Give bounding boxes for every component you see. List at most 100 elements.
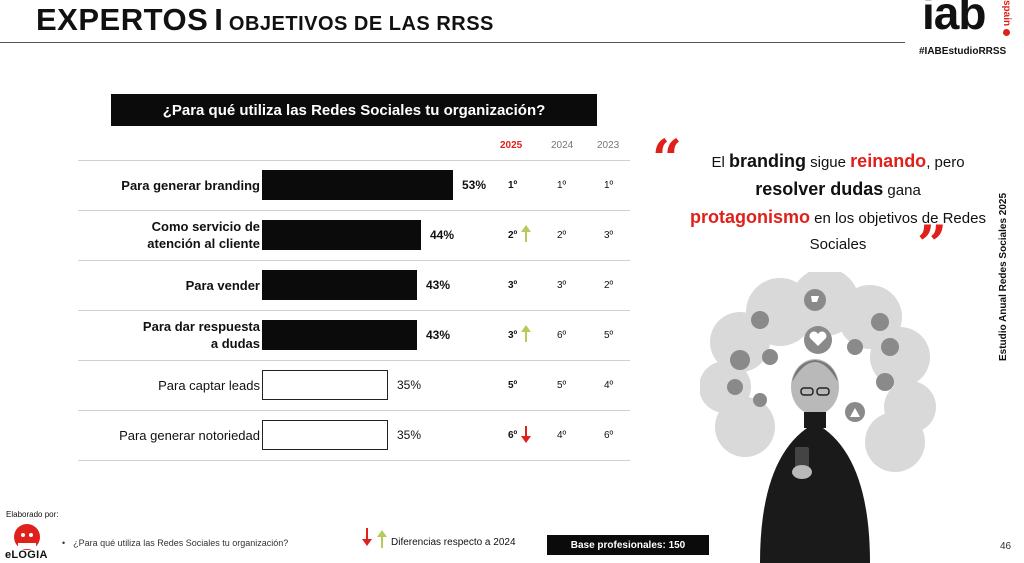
vertical-caption: Estudio Anual Redes Sociales 2025 [998,192,1009,361]
quote-part4: gana [883,182,921,199]
rank-2023: 5º [604,329,614,341]
data-label: 35% [397,378,422,392]
woman-figure [760,359,870,563]
legend-text: Diferencias respecto a 2024 [391,537,516,548]
bar [262,370,388,400]
rank-2023: 2º [604,279,614,291]
elogia-logo-text: eLOGIA [5,549,48,561]
quote-highlight-reinando: reinando [850,151,927,171]
category-label-line: atención al cliente [147,236,260,251]
data-label: 35% [397,428,422,442]
category-label-text: Para generar branding [121,177,260,194]
rank-2025: 3º [508,279,518,291]
row-divider [78,210,630,211]
bar [262,270,417,300]
category-label-line: a dudas [210,336,260,351]
play-glyph [850,408,860,417]
row-divider [78,460,630,461]
quote-part3: , pero [926,154,965,171]
quote-close-mark: ” [917,215,947,276]
smile-icon [762,349,778,365]
message-icon [881,338,899,356]
category-label-text: Como servicio de atención al cliente [147,218,260,252]
heart-glyph [809,331,827,346]
category-label-text: Para generar notoriedad [119,427,260,444]
title-sub: OBJETIVOS DE LAS RRSS [228,13,494,35]
rank-2023: 3º [604,229,614,241]
bell-icon [847,339,863,355]
data-label: 53% [462,178,487,192]
bar [262,320,417,350]
rank-2023: 4º [604,379,614,391]
quote-open-mark: “ [652,129,682,190]
rank-2025: 2º [508,229,518,241]
chart-question: ¿Para qué utiliza las Redes Sociales tu … [111,94,597,126]
quote-part1: El [711,154,729,171]
col-head-2023: 2023 [597,140,620,151]
chart-row: Para captar leads 35% 5º 5º 4º [78,360,630,410]
rank-2024: 5º [557,379,567,391]
rank-2024: 1º [557,179,567,191]
row-divider [78,410,630,411]
chart-row: Como servicio de atención al cliente 44% 2º… [78,210,630,260]
rank-2024: 3º [557,279,567,291]
mail-icon [871,313,889,331]
page-title: EXPERTOS I OBJETIVOS DE LAS RRSS [36,2,494,38]
quote-text: El branding sigue reinando, pero resolve… [688,148,988,258]
legend-up-arrow-icon [377,530,387,548]
bar [262,420,388,450]
star-icon [753,393,767,407]
logo-dot [1003,29,1010,36]
header-divider [0,42,905,43]
col-head-2025: 2025 [500,140,523,151]
like-icon [751,311,769,329]
category-label: Para captar leads [85,360,260,410]
trend-down-arrow-icon [521,426,531,443]
bar [262,220,421,250]
category-label: Para generar branding [85,160,260,210]
title-main: EXPERTOS [36,2,209,37]
category-label-text: Para dar respuesta a dudas [143,318,260,352]
iab-logo: iab [918,0,1018,44]
logo-text: iab [922,0,986,39]
category-label-line: Para generar branding [121,177,260,193]
legend-arrows [362,528,387,548]
rank-2024: 6º [557,329,567,341]
category-label-line: Para captar leads [158,377,260,393]
category-label-text: Para vender [186,277,260,294]
data-label: 43% [426,278,451,292]
quote-highlight-protagonismo: protagonismo [690,207,811,227]
col-head-2024: 2024 [551,140,574,151]
base-badge: Base profesionales: 150 [547,535,709,555]
data-label: 43% [426,328,451,342]
chart-row: Para generar branding 53% 1º 1º 1º [78,160,630,210]
category-label-line: Para vender [185,277,260,293]
page-number: 46 [1000,541,1012,552]
trend-up-arrow-icon [521,225,531,242]
data-label: 44% [430,228,455,242]
chat-icon [730,350,750,370]
category-label-line: Como servicio de [151,219,260,234]
rank-2025: 5º [508,379,518,391]
row-divider [78,160,630,161]
category-label-line: Para generar notoriedad [119,427,260,443]
quote-part2: sigue [805,154,851,171]
logo-subtext: spain [1001,0,1012,27]
row-divider [78,360,630,361]
category-label: Como servicio de atención al cliente [85,210,260,260]
rank-2025: 3º [508,329,518,341]
quote-part5: en los objetivos de Redes Sociales [809,210,986,253]
elaborado-label: Elaborado por: [6,510,59,519]
quote-highlight-dudas: resolver dudas [755,179,884,199]
chart-row: Para vender 43% 3º 3º 2º [78,260,630,310]
bar-chart: Para generar branding 53% 1º 1º 1º Como servi… [78,160,630,461]
rank-2023: 1º [604,179,614,191]
thumb-icon [876,373,894,391]
elogia-logo-icon [14,524,40,550]
category-label-text: Para captar leads [158,377,260,394]
rank-2025: 6º [508,429,518,441]
rank-2024: 4º [557,429,567,441]
row-divider [78,310,630,311]
rank-2025: 1º [508,179,518,191]
chart-row: Para generar notoriedad 35% 6º 4º 6º [78,410,630,460]
